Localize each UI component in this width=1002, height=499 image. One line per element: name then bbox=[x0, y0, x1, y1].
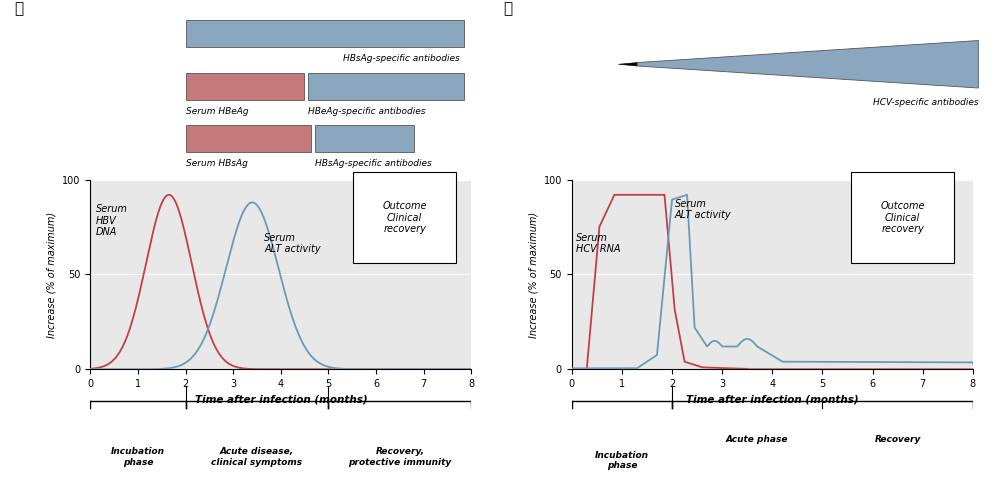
Text: Serum
HBV
DNA: Serum HBV DNA bbox=[96, 204, 127, 238]
FancyBboxPatch shape bbox=[185, 20, 463, 47]
Text: Acute disease,
clinical symptoms: Acute disease, clinical symptoms bbox=[211, 448, 303, 467]
X-axis label: Time after infection (months): Time after infection (months) bbox=[194, 395, 367, 405]
Text: HCV-specific antibodies: HCV-specific antibodies bbox=[872, 98, 977, 107]
Polygon shape bbox=[618, 62, 636, 66]
Text: HBsAg-specific antibodies: HBsAg-specific antibodies bbox=[343, 54, 460, 63]
Text: Incubation
phase: Incubation phase bbox=[594, 451, 648, 471]
FancyBboxPatch shape bbox=[185, 125, 311, 153]
Text: Outcome
Clinical
recovery: Outcome Clinical recovery bbox=[880, 201, 924, 234]
Text: Serum
HCV RNA: Serum HCV RNA bbox=[575, 233, 619, 254]
Text: Incubation
phase: Incubation phase bbox=[111, 448, 164, 467]
Text: HBeAg-specific antibodies: HBeAg-specific antibodies bbox=[308, 107, 425, 116]
Text: Ⓑ: Ⓑ bbox=[503, 1, 512, 16]
Text: Ⓐ: Ⓐ bbox=[14, 1, 23, 16]
Text: Recovery,
protective immunity: Recovery, protective immunity bbox=[348, 448, 451, 467]
Text: Recovery: Recovery bbox=[874, 435, 920, 444]
Y-axis label: Increase (% of maximum): Increase (% of maximum) bbox=[527, 212, 537, 337]
Polygon shape bbox=[636, 40, 977, 88]
Y-axis label: Increase (% of maximum): Increase (% of maximum) bbox=[46, 212, 56, 337]
Text: HBsAg-specific antibodies: HBsAg-specific antibodies bbox=[315, 159, 432, 168]
Text: Outcome
Clinical
recovery: Outcome Clinical recovery bbox=[382, 201, 427, 234]
FancyBboxPatch shape bbox=[315, 125, 414, 153]
Text: Serum HBsAg: Serum HBsAg bbox=[185, 159, 247, 168]
Text: Acute phase: Acute phase bbox=[725, 435, 788, 444]
Text: Serum
ALT activity: Serum ALT activity bbox=[673, 199, 730, 220]
FancyBboxPatch shape bbox=[308, 73, 463, 100]
FancyBboxPatch shape bbox=[185, 73, 304, 100]
Text: Serum HBeAg: Serum HBeAg bbox=[185, 107, 247, 116]
X-axis label: Time after infection (months): Time after infection (months) bbox=[685, 395, 858, 405]
Text: Serum
ALT activity: Serum ALT activity bbox=[264, 233, 321, 254]
